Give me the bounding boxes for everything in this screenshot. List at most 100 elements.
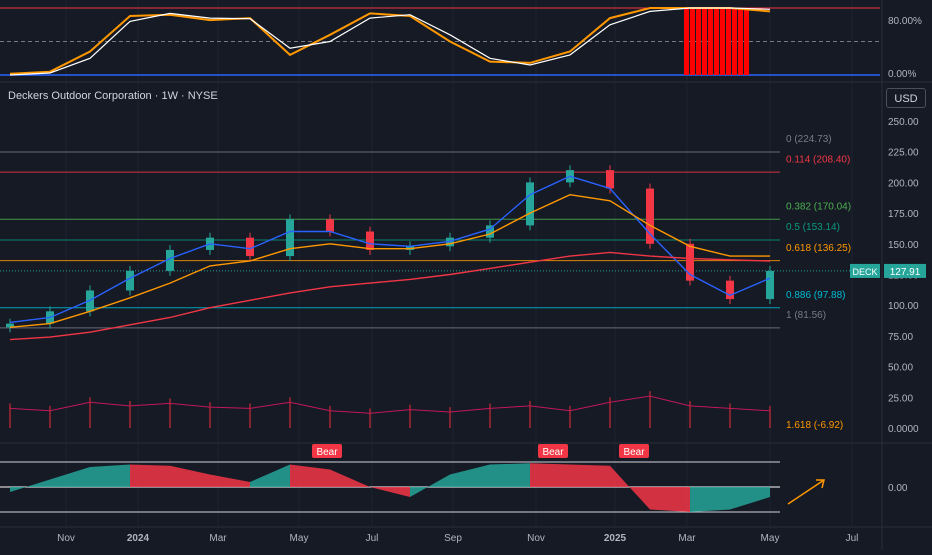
osc-area (250, 464, 290, 487)
overbought-bar (696, 8, 701, 75)
overbought-bar (708, 8, 713, 75)
price-axis-label: 175.00 (888, 209, 919, 220)
ticker-badge (850, 263, 880, 278)
overbought-bar (726, 8, 731, 75)
arrow-head-icon (816, 479, 825, 489)
osc-area (130, 464, 170, 487)
signal-label-bear: Bear (538, 444, 568, 458)
price-badge (884, 263, 926, 278)
volume-bar (9, 403, 11, 428)
time-axis-label: Jul (846, 533, 859, 544)
overbought-bar (702, 8, 707, 75)
currency-selector[interactable]: USD (886, 88, 926, 108)
time-axis-label: Mar (678, 533, 696, 544)
ticker-label: DECK (852, 267, 877, 277)
fib-level-label: 0 (224.73) (786, 134, 832, 145)
osc-area (450, 464, 490, 487)
volume-bar (169, 398, 171, 428)
stoch-axis-label: 80.00% (888, 16, 922, 27)
time-axis-label: May (761, 533, 780, 544)
last-price-badge: DECK 127.91 (850, 263, 926, 278)
osc-area (90, 464, 130, 487)
volume-bar (649, 391, 651, 428)
stoch-axis-label: 0.00% (888, 69, 916, 80)
price-axis-label: 200.00 (888, 178, 919, 189)
candle-body (326, 219, 334, 232)
price-axis-label: 100.00 (888, 301, 919, 312)
signal-badge (619, 444, 649, 458)
volume-bar (769, 405, 771, 428)
price-axis-label: 225.00 (888, 148, 919, 159)
volume-bar (689, 400, 691, 428)
volume-bar (529, 400, 531, 428)
signal-text: Bear (542, 447, 564, 458)
ema-slow-line (9, 251, 771, 341)
price-axis-label: 75.00 (888, 332, 913, 343)
signal-badge (538, 444, 568, 458)
osc-axis-label: 0.00 (888, 483, 908, 494)
fib-level-label: 0.5 (153.14) (786, 222, 840, 233)
candle-body (766, 270, 774, 300)
volume-bar (569, 405, 571, 428)
stoch-d-line (9, 7, 771, 76)
time-axis-label: May (290, 533, 309, 544)
osc-area (490, 463, 530, 487)
osc-area (530, 463, 570, 487)
overbought-bar (732, 8, 737, 75)
volume-bar (289, 397, 291, 428)
overbought-bar (690, 8, 695, 75)
osc-area (210, 474, 250, 487)
volume-bar (369, 408, 371, 428)
osc-area (370, 487, 410, 497)
time-axis-label: Nov (57, 533, 75, 544)
signal-text: Bear (623, 447, 645, 458)
time-axis-label: Jul (366, 533, 379, 544)
osc-area (50, 467, 90, 487)
fib-level-label: 0.382 (170.04) (786, 201, 851, 212)
candle-body (646, 188, 654, 244)
volume-bar (609, 397, 611, 428)
osc-area (170, 465, 210, 487)
signal-label-bear: Bear (619, 444, 649, 458)
overbought-bar (720, 8, 725, 75)
price-axis-label: 50.00 (888, 363, 913, 374)
volume-bar (209, 402, 211, 428)
signal-badge (312, 444, 342, 458)
overbought-bar (744, 8, 749, 75)
candle-body (366, 231, 374, 250)
price-axis-label: 250.00 (888, 117, 919, 128)
osc-area (730, 487, 770, 510)
time-axis-label: Nov (527, 533, 545, 544)
overbought-bar (738, 8, 743, 75)
candle-body (606, 170, 614, 189)
signal-label-bear: Bear (312, 444, 342, 458)
volume-bar (409, 404, 411, 428)
fib-level-label: 0.618 (136.25) (786, 243, 851, 254)
ema-fast-line (9, 175, 771, 324)
fib-level-label: 1.618 (-6.92) (786, 420, 843, 431)
volume-ma-line (9, 395, 771, 414)
price-axis-label: 25.00 (888, 393, 913, 404)
fib-level-label: 1 (81.56) (786, 310, 826, 321)
time-axis-label: Mar (209, 533, 227, 544)
price-axis-label: 150.00 (888, 240, 919, 251)
volume-bar (449, 407, 451, 428)
candle-body (286, 219, 294, 257)
candle-body (686, 243, 694, 281)
stoch-k-line (9, 7, 771, 75)
candle-body (486, 225, 494, 238)
candle-body (126, 270, 134, 291)
osc-area (330, 469, 370, 487)
overbought-bar (684, 8, 689, 75)
ema-mid-line (9, 193, 770, 328)
symbol-title: Deckers Outdoor Corporation · 1W · NYSE (8, 90, 218, 102)
osc-area (610, 465, 650, 510)
time-axis-label: Sep (444, 533, 462, 544)
volume-bar (89, 397, 91, 428)
candle-body (246, 237, 254, 257)
overbought-bar (714, 8, 719, 75)
osc-area (570, 464, 610, 487)
candle-body (726, 280, 734, 300)
volume-bar (489, 403, 491, 428)
